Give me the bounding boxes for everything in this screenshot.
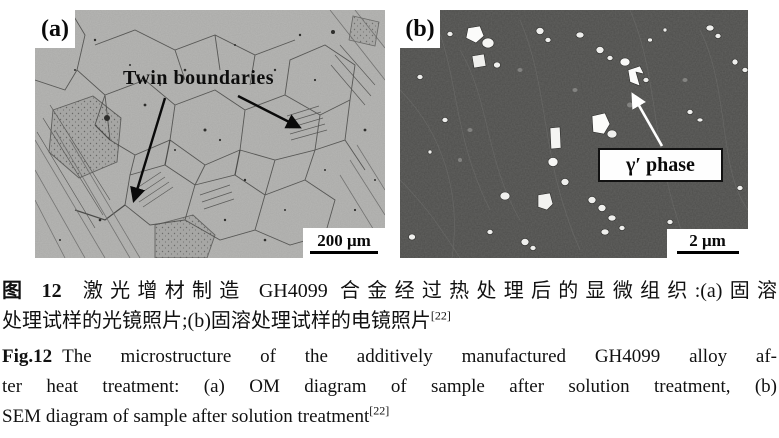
panel-b-scale-line bbox=[676, 251, 739, 254]
caption-zh-reference: [22] bbox=[430, 308, 451, 323]
panel-b-micrograph: (b) γ′ phase 2 μm bbox=[400, 10, 748, 258]
caption-en-fig-label: Fig.12 bbox=[2, 346, 53, 367]
caption-en-line3: SEM diagram of sample after solution tre… bbox=[2, 402, 777, 432]
panel-a-scale-bar: 200 μm bbox=[303, 228, 385, 258]
caption-zh-text1: 激光增材制造 GH4099 合金经过热处理后的显微组织:(a)固溶 bbox=[75, 280, 778, 302]
sem-micrograph-art bbox=[400, 10, 748, 258]
panel-b-scale-bar: 2 μm bbox=[667, 229, 748, 258]
caption-en-line2: ter heat treatment: (a) OM diagram of sa… bbox=[2, 376, 777, 397]
figure-caption: 图 12 激光增材制造 GH4099 合金经过热处理后的显微组织:(a)固溶 处理… bbox=[2, 276, 777, 432]
gamma-phase-arrow bbox=[631, 92, 664, 147]
panel-b-label: (b) bbox=[400, 10, 440, 48]
caption-en-line1: Fig.12 The microstructure of the additive… bbox=[2, 342, 777, 372]
caption-zh-fig-label: 图 12 bbox=[2, 280, 62, 302]
caption-en-text1: The microstructure of the additively man… bbox=[62, 346, 777, 367]
twin-boundaries-arrow-left bbox=[130, 97, 167, 203]
caption-zh-text2: 处理试样的光镜照片;(b)固溶处理试样的电镜照片 bbox=[2, 310, 431, 332]
panel-a-scale-line bbox=[310, 251, 378, 254]
caption-en-text3: SEM diagram of sample after solution tre… bbox=[2, 406, 370, 427]
twin-boundaries-arrow-right bbox=[237, 94, 302, 129]
panel-a-micrograph: (a) Twin boundaries 200 μm bbox=[35, 10, 385, 258]
gamma-phase-annotation: γ′ phase bbox=[598, 148, 723, 182]
caption-zh-line1: 图 12 激光增材制造 GH4099 合金经过热处理后的显微组织:(a)固溶 bbox=[2, 276, 777, 306]
panel-b-scale-text: 2 μm bbox=[689, 231, 726, 250]
panel-a-scale-text: 200 μm bbox=[317, 231, 371, 250]
panel-a-label: (a) bbox=[35, 10, 75, 48]
caption-en-reference: [22] bbox=[369, 403, 390, 418]
twin-boundaries-annotation: Twin boundaries bbox=[123, 67, 275, 89]
caption-en-block: Fig.12 The microstructure of the additive… bbox=[2, 342, 777, 432]
caption-zh-line2: 处理试样的光镜照片;(b)固溶处理试样的电镜照片[22] bbox=[2, 306, 777, 336]
om-micrograph-art bbox=[35, 10, 385, 258]
